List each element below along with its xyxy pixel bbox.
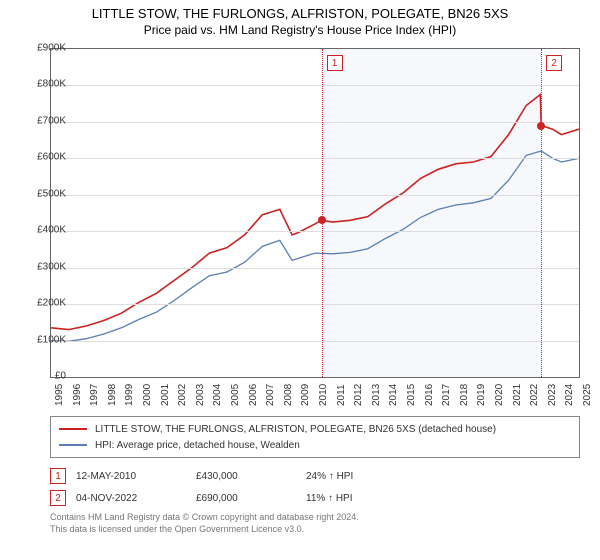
x-tick-label: 2000 [142, 384, 153, 406]
series-line [51, 95, 579, 330]
x-tick-label: 2006 [248, 384, 259, 406]
event-marker-icon: 2 [546, 55, 562, 71]
event-rows: 1 12-MAY-2010 £430,000 24% ↑ HPI 2 04-NO… [50, 468, 580, 506]
plot-area: 12 [50, 48, 580, 378]
line-svg [51, 49, 579, 377]
x-tick-label: 1995 [54, 384, 65, 406]
x-tick-label: 2021 [512, 384, 523, 406]
event-marker-icon: 2 [50, 490, 66, 506]
x-tick-label: 2023 [547, 384, 558, 406]
y-tick-label: £100K [22, 334, 66, 345]
x-tick-label: 2025 [582, 384, 593, 406]
chart-container: LITTLE STOW, THE FURLONGS, ALFRISTON, PO… [0, 0, 600, 560]
y-tick-label: £200K [22, 298, 66, 309]
legend-swatch [59, 444, 87, 446]
y-tick-label: £800K [22, 79, 66, 90]
footer-line: Contains HM Land Registry data © Crown c… [50, 512, 580, 524]
x-tick-label: 2004 [212, 384, 223, 406]
x-tick-label: 2019 [476, 384, 487, 406]
x-tick-label: 2020 [494, 384, 505, 406]
event-delta: 11% ↑ HPI [306, 493, 406, 504]
event-row: 1 12-MAY-2010 £430,000 24% ↑ HPI [50, 468, 580, 484]
x-tick-label: 2003 [195, 384, 206, 406]
y-tick-label: £900K [22, 43, 66, 54]
event-date: 12-MAY-2010 [76, 471, 186, 482]
x-tick-label: 1998 [107, 384, 118, 406]
event-row: 2 04-NOV-2022 £690,000 11% ↑ HPI [50, 490, 580, 506]
chart-title: LITTLE STOW, THE FURLONGS, ALFRISTON, PO… [0, 6, 600, 21]
event-delta: 24% ↑ HPI [306, 471, 406, 482]
event-marker-icon: 1 [327, 55, 343, 71]
y-tick-label: £500K [22, 188, 66, 199]
x-tick-label: 2017 [441, 384, 452, 406]
x-tick-label: 2009 [300, 384, 311, 406]
legend-swatch [59, 428, 87, 430]
x-tick-label: 2002 [177, 384, 188, 406]
series-line [51, 151, 579, 341]
event-point-icon [537, 122, 545, 130]
legend-block: LITTLE STOW, THE FURLONGS, ALFRISTON, PO… [50, 416, 580, 535]
legend-label: HPI: Average price, detached house, Weal… [95, 440, 300, 451]
x-tick-label: 2016 [424, 384, 435, 406]
legend-box: LITTLE STOW, THE FURLONGS, ALFRISTON, PO… [50, 416, 580, 458]
footer-line: This data is licensed under the Open Gov… [50, 524, 580, 536]
y-tick-label: £0 [22, 371, 66, 382]
x-tick-label: 2007 [265, 384, 276, 406]
x-tick-label: 2001 [160, 384, 171, 406]
y-tick-label: £600K [22, 152, 66, 163]
x-tick-label: 1999 [124, 384, 135, 406]
x-tick-label: 2008 [283, 384, 294, 406]
legend-row: HPI: Average price, detached house, Weal… [59, 437, 571, 453]
chart-subtitle: Price paid vs. HM Land Registry's House … [0, 23, 600, 37]
y-tick-label: £300K [22, 261, 66, 272]
x-tick-label: 2018 [459, 384, 470, 406]
x-tick-label: 2022 [529, 384, 540, 406]
event-price: £690,000 [196, 493, 296, 504]
y-tick-label: £700K [22, 115, 66, 126]
x-tick-label: 1997 [89, 384, 100, 406]
title-block: LITTLE STOW, THE FURLONGS, ALFRISTON, PO… [0, 0, 600, 37]
legend-row: LITTLE STOW, THE FURLONGS, ALFRISTON, PO… [59, 421, 571, 437]
event-marker-icon: 1 [50, 468, 66, 484]
x-tick-label: 2024 [564, 384, 575, 406]
x-tick-label: 2010 [318, 384, 329, 406]
x-tick-label: 2013 [371, 384, 382, 406]
event-date: 04-NOV-2022 [76, 493, 186, 504]
x-tick-label: 2012 [353, 384, 364, 406]
footer: Contains HM Land Registry data © Crown c… [50, 512, 580, 535]
legend-label: LITTLE STOW, THE FURLONGS, ALFRISTON, PO… [95, 424, 496, 435]
x-tick-label: 2011 [336, 384, 347, 406]
x-tick-label: 2005 [230, 384, 241, 406]
x-tick-label: 2015 [406, 384, 417, 406]
event-point-icon [318, 216, 326, 224]
y-tick-label: £400K [22, 225, 66, 236]
event-price: £430,000 [196, 471, 296, 482]
x-tick-label: 2014 [388, 384, 399, 406]
x-tick-label: 1996 [72, 384, 83, 406]
